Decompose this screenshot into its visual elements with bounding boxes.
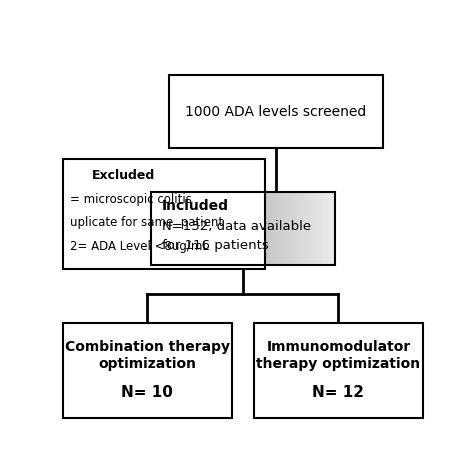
Text: optimization: optimization: [99, 357, 196, 371]
Text: Included: Included: [162, 199, 229, 213]
Text: Excluded: Excluded: [92, 169, 155, 182]
Bar: [151, 192, 335, 265]
Text: Combination therapy: Combination therapy: [65, 340, 230, 354]
Text: therapy optimization: therapy optimization: [256, 357, 420, 371]
Bar: [63, 159, 265, 269]
Text: 1000 ADA levels screened: 1000 ADA levels screened: [185, 105, 366, 118]
Text: = microscopic colitis: = microscopic colitis: [70, 193, 192, 206]
Text: N= 12: N= 12: [312, 385, 365, 400]
Text: N=132, data available: N=132, data available: [162, 220, 311, 234]
Bar: [63, 323, 232, 418]
Bar: [254, 323, 423, 418]
Text: N= 10: N= 10: [121, 385, 173, 400]
Text: Immunomodulator: Immunomodulator: [266, 340, 410, 354]
Text: uplicate for same  patient: uplicate for same patient: [70, 217, 223, 229]
Text: for 116 patients: for 116 patients: [162, 239, 269, 253]
Bar: [169, 75, 383, 148]
Text: 2= ADA Level <8ug/mL: 2= ADA Level <8ug/mL: [70, 240, 209, 253]
